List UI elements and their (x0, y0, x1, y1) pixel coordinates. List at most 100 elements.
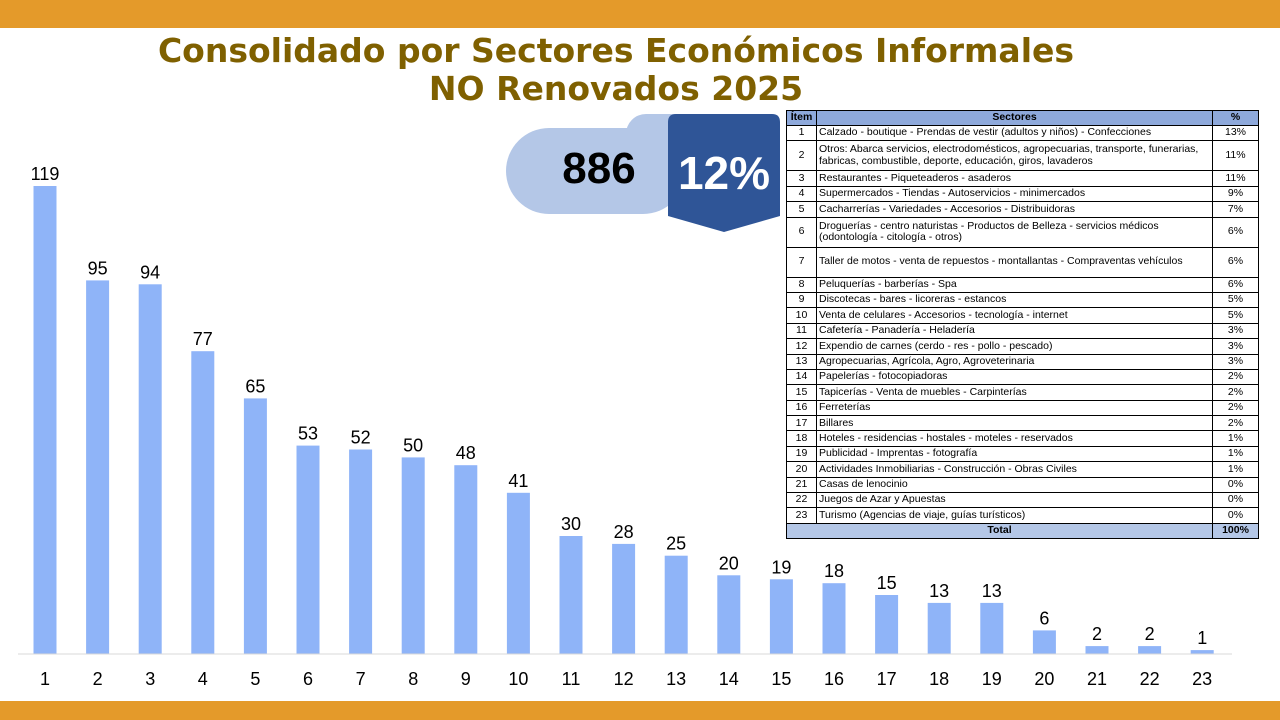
bar-14 (717, 575, 741, 654)
bar-3 (138, 284, 162, 654)
x-tick-label-1: 1 (40, 669, 50, 689)
data-label-12: 28 (614, 522, 634, 542)
kpi-count-value: 886 (562, 144, 636, 193)
data-label-14: 20 (719, 553, 739, 573)
table-cell-item: 14 (786, 368, 817, 386)
bar-6 (296, 445, 320, 654)
table-cell-sector: Cafetería - Panadería - Heladería (816, 322, 1213, 340)
table-cell-item: 12 (786, 338, 817, 355)
table-row: 15 Tapicerías - Venta de muebles - Carpin… (786, 384, 1259, 401)
data-label-22: 2 (1145, 624, 1155, 644)
table-row: 9 Discotecas - bares - licoreras - estanc… (786, 291, 1259, 309)
table-cell-item: 13 (786, 353, 817, 370)
table-cell-item: 22 (786, 492, 817, 509)
table-row: 14 Papelerías - fotocopiadoras 2% (786, 368, 1259, 386)
table-cell-pct: 2% (1212, 384, 1259, 401)
table-cell-item: 1 (786, 124, 817, 142)
table-cell-item: 10 (786, 307, 817, 324)
x-tick-label-17: 17 (877, 669, 897, 689)
table-cell-sector: Supermercados - Tiendas - Autoservicios … (816, 185, 1213, 203)
table-cell-sector: Billares (816, 415, 1213, 432)
bar-18 (927, 602, 951, 654)
table-cell-sector: Juegos de Azar y Apuestas (816, 492, 1213, 509)
table-cell-pct: 9% (1212, 185, 1259, 203)
x-tick-label-3: 3 (145, 669, 155, 689)
table-cell-item: 2 (786, 140, 817, 172)
bar-22 (1138, 646, 1162, 654)
table-cell-pct: 6% (1212, 276, 1259, 293)
table-cell-pct: 6% (1212, 216, 1259, 248)
table-row: 19 Publicidad - Imprentas - fotografía 1% (786, 445, 1259, 463)
table-cell-pct: 2% (1212, 415, 1259, 432)
table-cell-sector: Ferreterías (816, 399, 1213, 417)
table-cell-pct: 1% (1212, 430, 1259, 447)
table-cell-item: 23 (786, 507, 817, 524)
data-label-11: 30 (561, 514, 581, 534)
table-cell-pct: 1% (1212, 461, 1259, 478)
bar-15 (769, 579, 793, 654)
data-label-15: 19 (771, 557, 791, 577)
table-cell-pct: 0% (1212, 492, 1259, 509)
table-cell-pct: 13% (1212, 124, 1259, 142)
kpi-percent-badge (668, 114, 780, 232)
table-cell-sector: Actividades Inmobiliarias - Construcción… (816, 461, 1213, 478)
table-row: 6 Droguerías - centro naturistas - Produc… (786, 216, 1259, 248)
table-row: 5 Cacharrerías - Variedades - Accesorios … (786, 201, 1259, 218)
chart-title-line-2: NO Renovados 2025 (428, 69, 804, 108)
data-label-21: 2 (1092, 624, 1102, 644)
table-row: 1 Calzado - boutique - Prendas de vestir … (786, 124, 1259, 142)
data-label-2: 95 (88, 258, 108, 278)
table-cell-pct: 2% (1212, 399, 1259, 417)
x-tick-label-18: 18 (929, 669, 949, 689)
x-tick-label-16: 16 (824, 669, 844, 689)
table-row: 8 Peluquerías - barberías - Spa 6% (786, 276, 1259, 293)
x-tick-label-2: 2 (93, 669, 103, 689)
bar-12 (612, 543, 636, 654)
table-row: 18 Hoteles - residencias - hostales - mot… (786, 430, 1259, 447)
table-cell-item: 3 (786, 170, 817, 187)
table-cell-item: 19 (786, 445, 817, 463)
table-cell-item: 18 (786, 430, 817, 447)
x-tick-label-11: 11 (562, 669, 581, 689)
data-label-19: 13 (982, 581, 1002, 601)
table-cell-sector: Hoteles - residencias - hostales - motel… (816, 430, 1213, 447)
kpi-percent-value: 12% (677, 147, 771, 199)
x-tick-label-20: 20 (1034, 669, 1054, 689)
data-label-8: 50 (403, 435, 423, 455)
bar-4 (191, 351, 215, 654)
x-tick-label-12: 12 (614, 669, 634, 689)
x-tick-label-10: 10 (508, 669, 528, 689)
table-cell-pct: 2% (1212, 368, 1259, 386)
header-item: Ítem (786, 110, 817, 126)
table-cell-item: 11 (786, 322, 817, 340)
bar-20 (1032, 630, 1056, 654)
table-cell-pct: 0% (1212, 507, 1259, 524)
table-cell-pct: 7% (1212, 201, 1259, 218)
table-cell-sector: Venta de celulares - Accesorios - tecnol… (816, 307, 1213, 324)
table-cell-pct: 5% (1212, 307, 1259, 324)
x-tick-label-19: 19 (982, 669, 1002, 689)
x-tick-label-7: 7 (356, 669, 366, 689)
x-tick-label-13: 13 (666, 669, 686, 689)
bar-13 (664, 555, 688, 654)
table-cell-pct: 1% (1212, 445, 1259, 463)
table-cell-sector: Expendio de carnes (cerdo - res - pollo … (816, 338, 1213, 355)
table-cell-pct: 3% (1212, 353, 1259, 370)
table-cell-item: 5 (786, 201, 817, 218)
top-band (0, 0, 1280, 28)
data-label-3: 94 (140, 262, 160, 282)
bar-7 (349, 449, 373, 654)
table-row: 23 Turismo (Agencias de viaje, guías turí… (786, 507, 1259, 524)
table-cell-sector: Publicidad - Imprentas - fotografía (816, 445, 1213, 463)
bar-5 (243, 398, 267, 654)
x-tick-label-14: 14 (719, 669, 739, 689)
table-cell-item: 6 (786, 216, 817, 248)
table-cell-sector: Otros: Abarca servicios, electrodoméstic… (816, 140, 1213, 172)
data-label-7: 52 (351, 428, 371, 448)
table-cell-sector: Taller de motos - venta de repuestos - m… (816, 246, 1213, 278)
table-row: 21 Casas de lenocinio 0% (786, 476, 1259, 494)
table-cell-sector: Turismo (Agencias de viaje, guías turíst… (816, 507, 1213, 524)
total-pct: 100% (1212, 522, 1259, 539)
header-pct: % (1212, 110, 1259, 126)
table-cell-sector: Discotecas - bares - licoreras - estanco… (816, 291, 1213, 309)
